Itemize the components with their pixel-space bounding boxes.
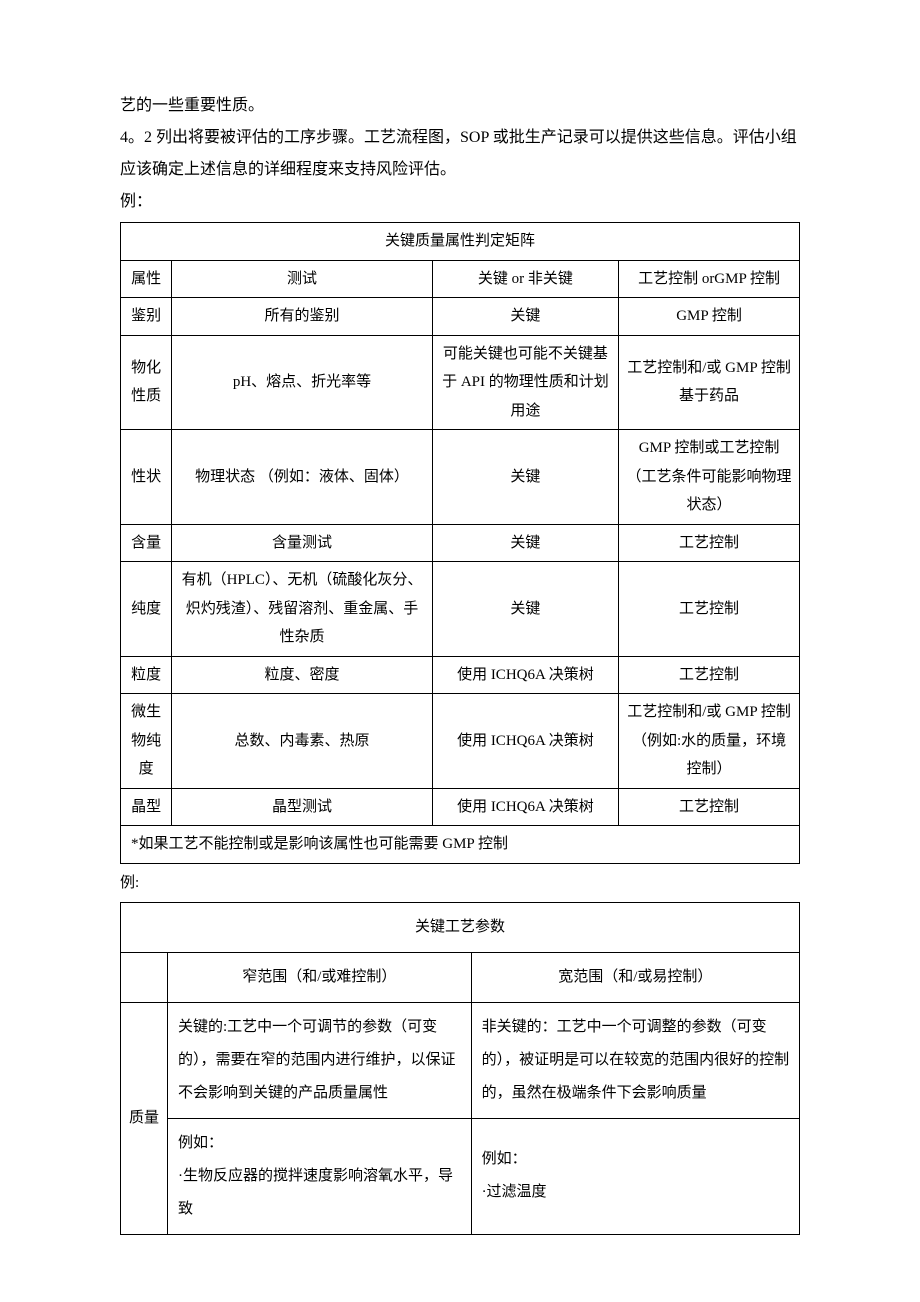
cell-example-wide: 例如： ·过滤温度: [471, 1118, 799, 1234]
table-row: 例如： ·生物反应器的搅拌速度影响溶氧水平，导致 例如： ·过滤温度: [121, 1118, 800, 1234]
th-test: 测试: [172, 260, 432, 298]
table-header-row: 属性 测试 关键 or 非关键 工艺控制 orGMP 控制: [121, 260, 800, 298]
example-label-2: 例:: [120, 868, 800, 898]
cell: 关键: [432, 298, 618, 336]
table-cpp: 关键工艺参数 窄范围（和/或难控制） 宽范围（和/或易控制） 质量 关键的:工艺…: [120, 902, 800, 1235]
empty-cell: [121, 952, 168, 1002]
cell: 纯度: [121, 562, 172, 657]
cell: 有机（HPLC）、无机（硫酸化灰分、炽灼残渣）、残留溶剂、重金属、手性杂质: [172, 562, 432, 657]
table-row: 含量 含量测试 关键 工艺控制: [121, 524, 800, 562]
cell: 晶型: [121, 788, 172, 826]
table2-title: 关键工艺参数: [121, 902, 800, 952]
cell: GMP 控制或工艺控制（工艺条件可能影响物理状态）: [619, 430, 800, 525]
cell: 物化性质: [121, 335, 172, 430]
th-critical: 关键 or 非关键: [432, 260, 618, 298]
table-row: 微生物纯度 总数、内毒素、热原 使用 ICHQ6A 决策树 工艺控制和/或 GM…: [121, 694, 800, 789]
cell: 关键: [432, 430, 618, 525]
cell: 含量: [121, 524, 172, 562]
cell: 关键: [432, 562, 618, 657]
cell: 工艺控制: [619, 788, 800, 826]
table-row: 纯度 有机（HPLC）、无机（硫酸化灰分、炽灼残渣）、残留溶剂、重金属、手性杂质…: [121, 562, 800, 657]
cell: 含量测试: [172, 524, 432, 562]
document-page: 艺的一些重要性质。 4。2 列出将要被评估的工序步骤。工艺流程图，SOP 或批生…: [0, 0, 920, 1295]
cell-noncritical-desc: 非关键的：工艺中一个可调整的参数（可变的），被证明是可以在较宽的范围内很好的控制…: [471, 1002, 799, 1118]
cell: 粒度: [121, 656, 172, 694]
table1-title: 关键质量属性判定矩阵: [121, 223, 800, 261]
th-narrow: 窄范围（和/或难控制）: [168, 952, 472, 1002]
th-control: 工艺控制 orGMP 控制: [619, 260, 800, 298]
table-row: 性状 物理状态 （例如：液体、固体） 关键 GMP 控制或工艺控制（工艺条件可能…: [121, 430, 800, 525]
cell-critical-desc: 关键的:工艺中一个可调节的参数（可变的），需要在窄的范围内进行维护，以保证不会影…: [168, 1002, 472, 1118]
cell: 粒度、密度: [172, 656, 432, 694]
table-cqa-matrix: 关键质量属性判定矩阵 属性 测试 关键 or 非关键 工艺控制 orGMP 控制…: [120, 222, 800, 864]
table-header-row: 窄范围（和/或难控制） 宽范围（和/或易控制）: [121, 952, 800, 1002]
cell: 工艺控制: [619, 524, 800, 562]
table-title-row: 关键工艺参数: [121, 902, 800, 952]
table-row: 粒度 粒度、密度 使用 ICHQ6A 决策树 工艺控制: [121, 656, 800, 694]
table-row: 物化性质 pH、熔点、折光率等 可能关键也可能不关键基于 API 的物理性质和计…: [121, 335, 800, 430]
cell: 可能关键也可能不关键基于 API 的物理性质和计划用途: [432, 335, 618, 430]
cell: 关键: [432, 524, 618, 562]
table-title-row: 关键质量属性判定矩阵: [121, 223, 800, 261]
cell: 工艺控制: [619, 562, 800, 657]
cell: 鉴别: [121, 298, 172, 336]
cell: 总数、内毒素、热原: [172, 694, 432, 789]
cell: GMP 控制: [619, 298, 800, 336]
example-heading: 例如：: [482, 1143, 793, 1176]
cell: 使用 ICHQ6A 决策树: [432, 694, 618, 789]
table1-footnote: *如果工艺不能控制或是影响该属性也可能需要 GMP 控制: [121, 826, 800, 864]
cell: 工艺控制和/或 GMP 控制基于药品: [619, 335, 800, 430]
example-item: ·生物反应器的搅拌速度影响溶氧水平，导致: [178, 1160, 465, 1226]
cell: 工艺控制: [619, 656, 800, 694]
table-row: 质量 关键的:工艺中一个可调节的参数（可变的），需要在窄的范围内进行维护，以保证…: [121, 1002, 800, 1118]
example-item: ·过滤温度: [482, 1176, 793, 1209]
table-row: 晶型 晶型测试 使用 ICHQ6A 决策树 工艺控制: [121, 788, 800, 826]
table-footnote-row: *如果工艺不能控制或是影响该属性也可能需要 GMP 控制: [121, 826, 800, 864]
th-wide: 宽范围（和/或易控制）: [471, 952, 799, 1002]
example-label-1: 例：: [120, 186, 800, 218]
side-label-quality: 质量: [121, 1002, 168, 1234]
cell: 晶型测试: [172, 788, 432, 826]
cell: 物理状态 （例如：液体、固体）: [172, 430, 432, 525]
example-heading: 例如：: [178, 1127, 465, 1160]
paragraph-4-2: 4。2 列出将要被评估的工序步骤。工艺流程图，SOP 或批生产记录可以提供这些信…: [120, 122, 800, 186]
cell-example-narrow: 例如： ·生物反应器的搅拌速度影响溶氧水平，导致: [168, 1118, 472, 1234]
cell: 所有的鉴别: [172, 298, 432, 336]
th-attribute: 属性: [121, 260, 172, 298]
cell: pH、熔点、折光率等: [172, 335, 432, 430]
cell: 工艺控制和/或 GMP 控制（例如:水的质量，环境控制）: [619, 694, 800, 789]
cell: 性状: [121, 430, 172, 525]
cell: 使用 ICHQ6A 决策树: [432, 788, 618, 826]
cell: 微生物纯度: [121, 694, 172, 789]
paragraph-continuation: 艺的一些重要性质。: [120, 90, 800, 122]
cell: 使用 ICHQ6A 决策树: [432, 656, 618, 694]
table-row: 鉴别 所有的鉴别 关键 GMP 控制: [121, 298, 800, 336]
